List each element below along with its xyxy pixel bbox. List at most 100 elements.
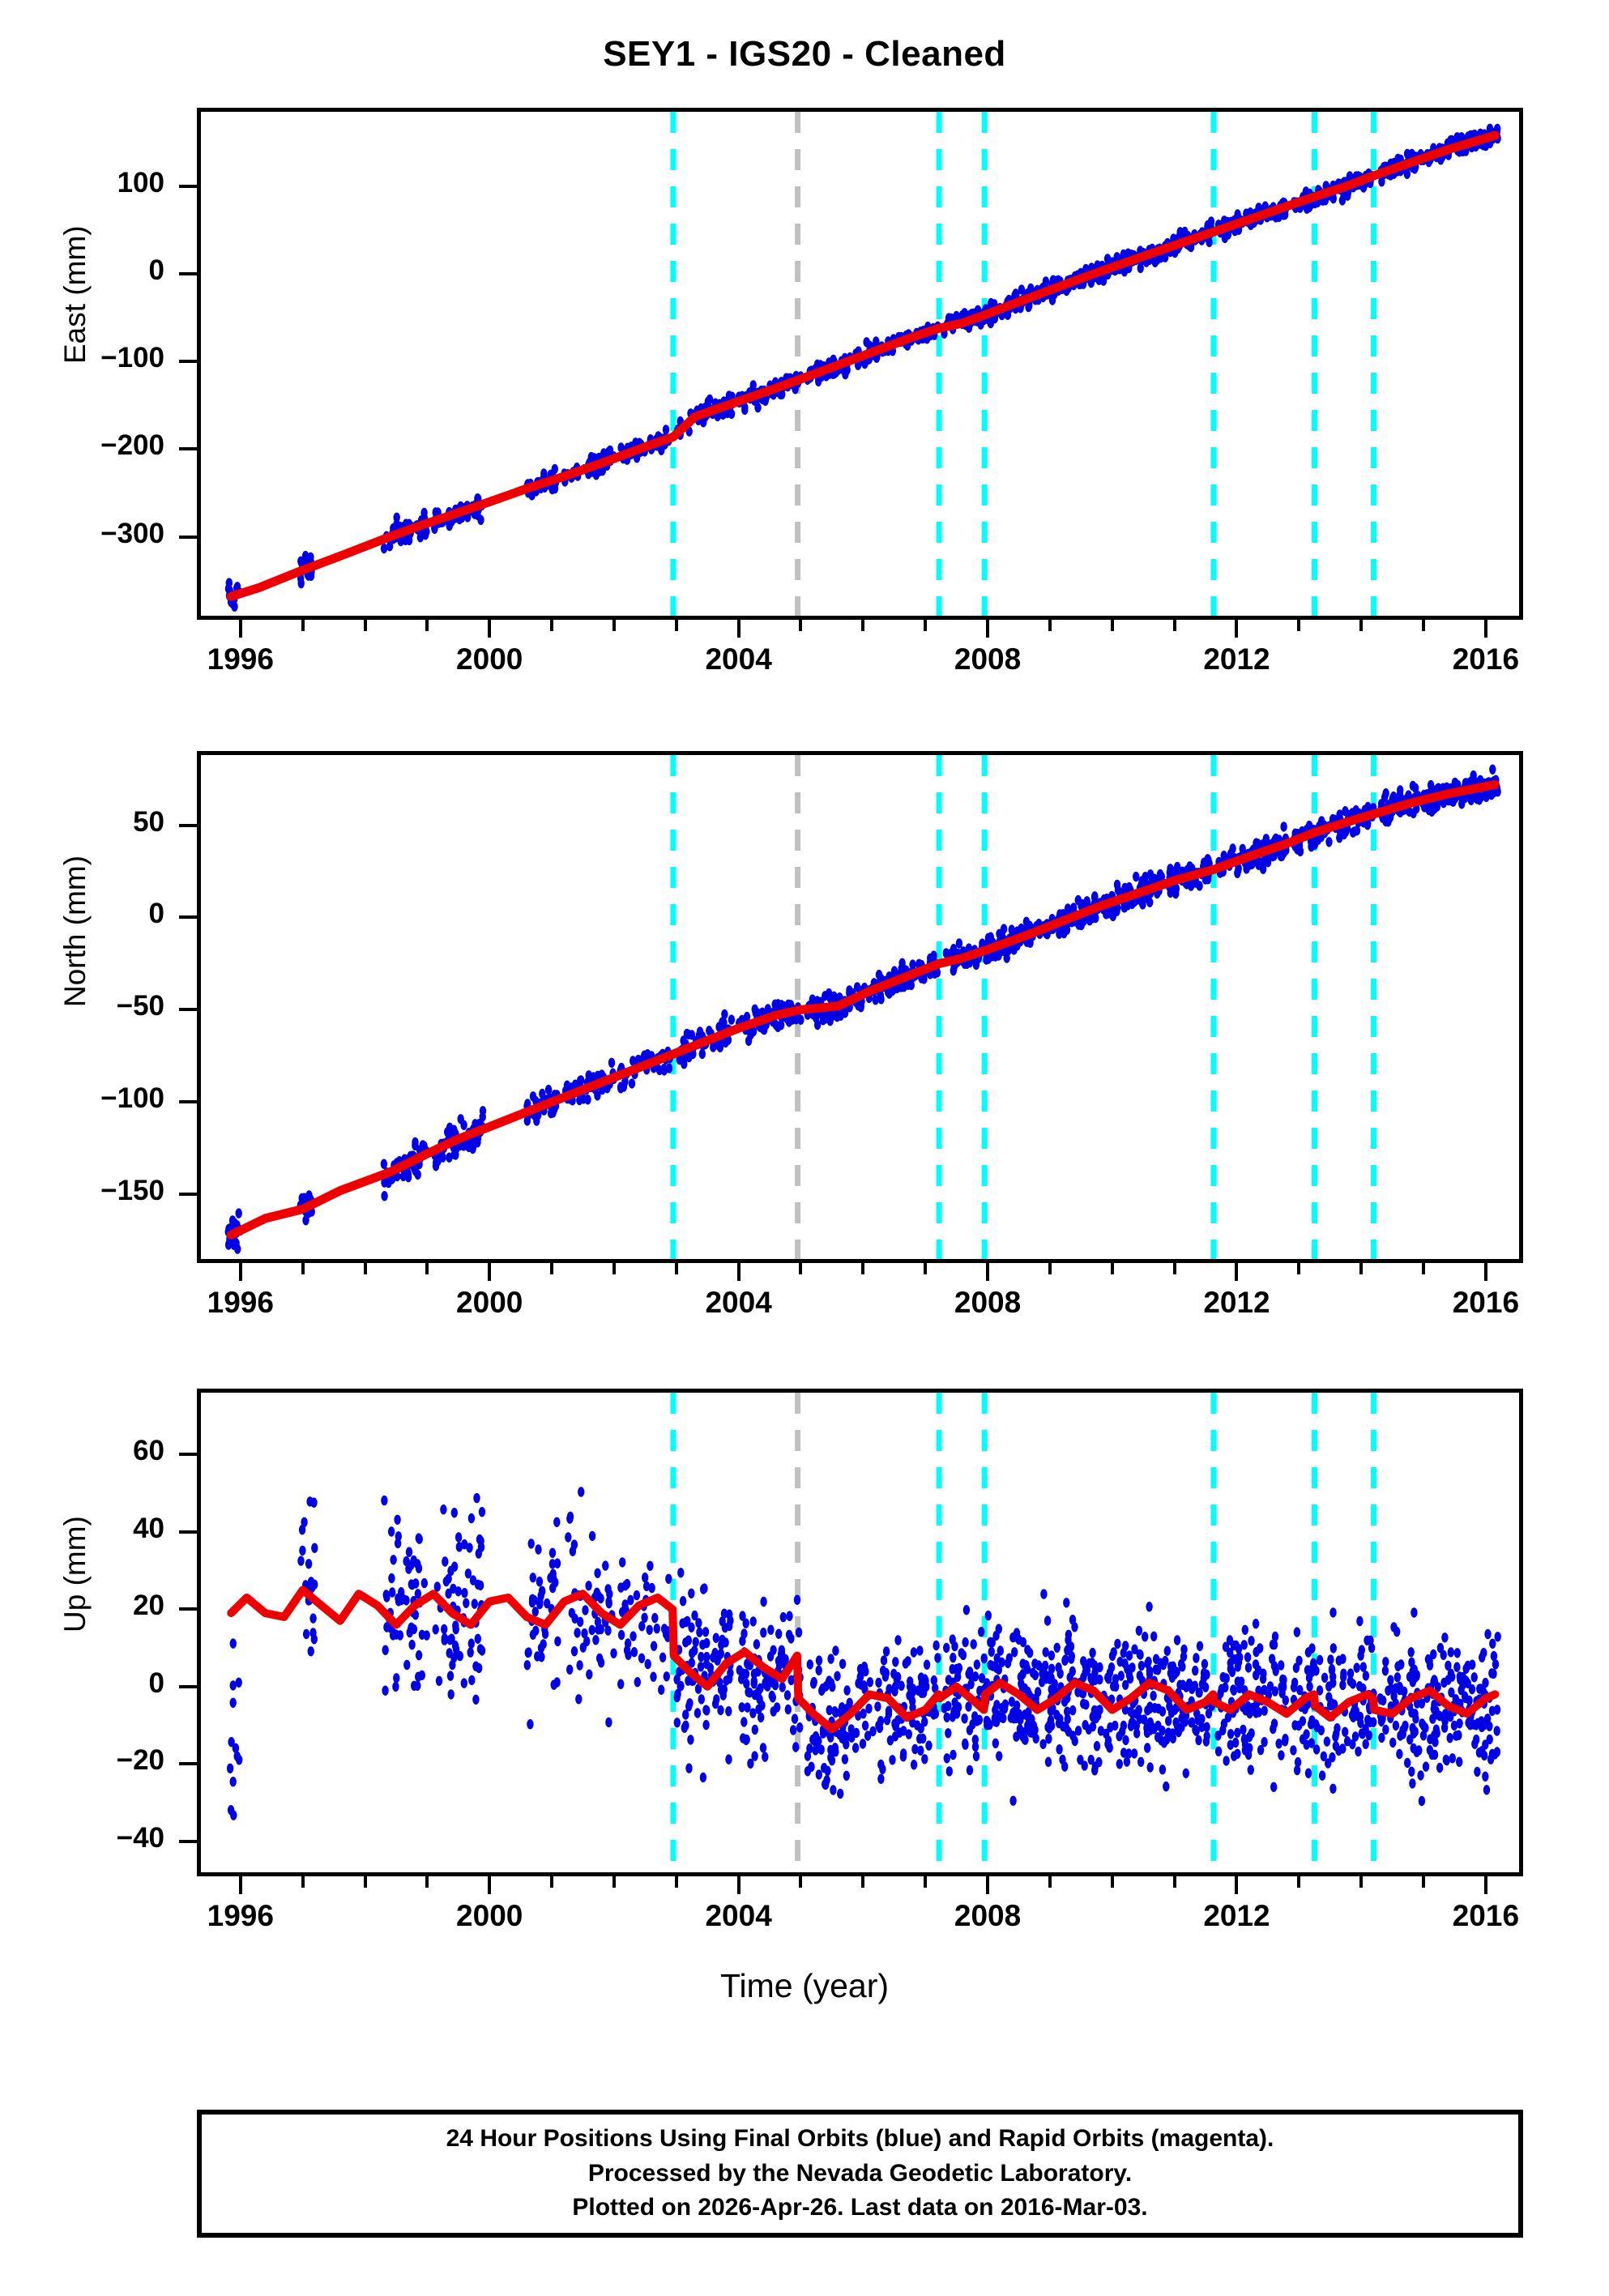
y-tick-label: −40 [116,1821,164,1854]
x-minor-tick-mark [1359,620,1364,631]
x-tick-label: 2012 [1203,642,1270,676]
footer-note-box: 24 Hour Positions Using Final Orbits (bl… [197,2110,1523,2238]
y-tick-mark [179,1607,197,1611]
x-minor-tick-mark [1422,1263,1426,1274]
x-minor-tick-mark [1048,1876,1052,1888]
x-major-tick-mark [986,1876,990,1894]
x-minor-tick-mark [1172,620,1176,631]
plot-area-north [197,751,1523,1263]
scatter-points-up [226,1487,1501,1820]
y-tick-mark [179,1762,197,1766]
x-minor-tick-mark [1359,1876,1364,1888]
y-tick-label: 60 [133,1435,164,1467]
x-minor-tick-mark [550,620,554,631]
x-tick-label: 2000 [456,1899,523,1932]
x-tick-label: 2008 [954,1899,1022,1932]
model-fit-line-up [227,1585,1500,1734]
x-minor-tick-mark [1359,1263,1364,1274]
y-tick-label: 40 [133,1512,164,1544]
x-minor-tick-mark [1110,1876,1114,1888]
y-tick-mark [179,184,197,188]
model-fit-line-east [226,130,1500,601]
y-tick-label: −20 [116,1744,164,1777]
x-minor-tick-mark [363,1263,367,1274]
x-minor-tick-mark [1048,1263,1052,1274]
x-minor-tick-mark [799,620,803,631]
x-minor-tick-mark [861,620,865,631]
y-tick-label: −100 [100,1082,164,1115]
x-major-tick-mark [1235,1876,1239,1894]
x-tick-label: 2000 [456,642,523,676]
y-tick-mark [179,272,197,276]
model-fit-line-north [226,780,1500,1240]
x-major-tick-mark [736,1263,740,1281]
x-tick-label: 2012 [1203,1286,1270,1319]
x-minor-tick-mark [924,1876,928,1888]
x-major-tick-mark [986,1263,990,1281]
x-minor-tick-mark [301,1876,305,1888]
x-tick-label: 2008 [954,1286,1022,1319]
x-tick-label: 1996 [207,642,274,676]
chart-svg-up [226,1393,1501,1872]
x-axis-label: Time (year) [719,1967,890,2004]
y-tick-mark [179,1193,197,1197]
y-tick-mark [179,1008,197,1012]
y-tick-mark [179,1453,197,1457]
y-tick-label: −200 [100,429,164,462]
y-tick-label: 0 [148,254,164,287]
chart-svg-north [224,755,1501,1259]
x-major-tick-mark [986,620,990,638]
footer-line-2: Processed by the Nevada Geodetic Laborat… [587,2159,1133,2187]
x-minor-tick-mark [1422,620,1426,631]
page-title: SEY1 - IGS20 - Cleaned [603,34,1006,74]
x-major-tick-mark [1483,1263,1487,1281]
y-tick-mark [179,1684,197,1688]
x-minor-tick-mark [861,1263,865,1274]
x-minor-tick-mark [924,1263,928,1274]
x-minor-tick-mark [1172,1263,1176,1274]
y-tick-label: 50 [133,805,164,838]
x-tick-label: 2008 [954,642,1022,676]
y-tick-label: −50 [116,990,164,1022]
x-minor-tick-mark [363,620,367,631]
x-major-tick-mark [1483,620,1487,638]
x-major-tick-mark [488,1263,492,1281]
chart-svg-east [224,112,1501,616]
footer-line-1: 24 Hour Positions Using Final Orbits (bl… [446,2125,1274,2153]
y-tick-mark [179,360,197,364]
y-tick-mark [179,535,197,539]
x-tick-label: 2004 [705,1899,772,1932]
x-tick-label: 2012 [1203,1899,1270,1932]
x-tick-label: 2016 [1452,1286,1520,1319]
x-tick-label: 1996 [207,1899,274,1932]
x-minor-tick-mark [301,620,305,631]
x-tick-label: 1996 [207,1286,274,1319]
y-tick-mark [179,447,197,451]
x-minor-tick-mark [799,1876,803,1888]
y-tick-mark [179,915,197,920]
x-minor-tick-mark [1422,1876,1426,1888]
x-major-tick-mark [1235,1263,1239,1281]
y-tick-mark [179,1100,197,1104]
x-minor-tick-mark [363,1876,367,1888]
plot-area-up [197,1389,1523,1876]
x-major-tick-mark [1235,620,1239,638]
x-major-tick-mark [736,1876,740,1894]
x-tick-label: 2016 [1452,1899,1520,1932]
y-tick-label: 0 [148,898,164,930]
x-tick-label: 2004 [705,642,772,676]
x-major-tick-mark [238,1263,242,1281]
x-minor-tick-mark [425,620,429,631]
y-tick-mark [179,1839,197,1843]
x-major-tick-mark [238,1876,242,1894]
x-major-tick-mark [488,1876,492,1894]
x-major-tick-mark [488,620,492,638]
x-minor-tick-mark [612,620,616,631]
x-minor-tick-mark [612,1263,616,1274]
plot-area-east [197,108,1523,620]
x-minor-tick-mark [674,620,678,631]
x-minor-tick-mark [1172,1876,1176,1888]
x-tick-label: 2016 [1452,642,1520,676]
y-tick-label: −150 [100,1175,164,1207]
x-minor-tick-mark [674,1876,678,1888]
